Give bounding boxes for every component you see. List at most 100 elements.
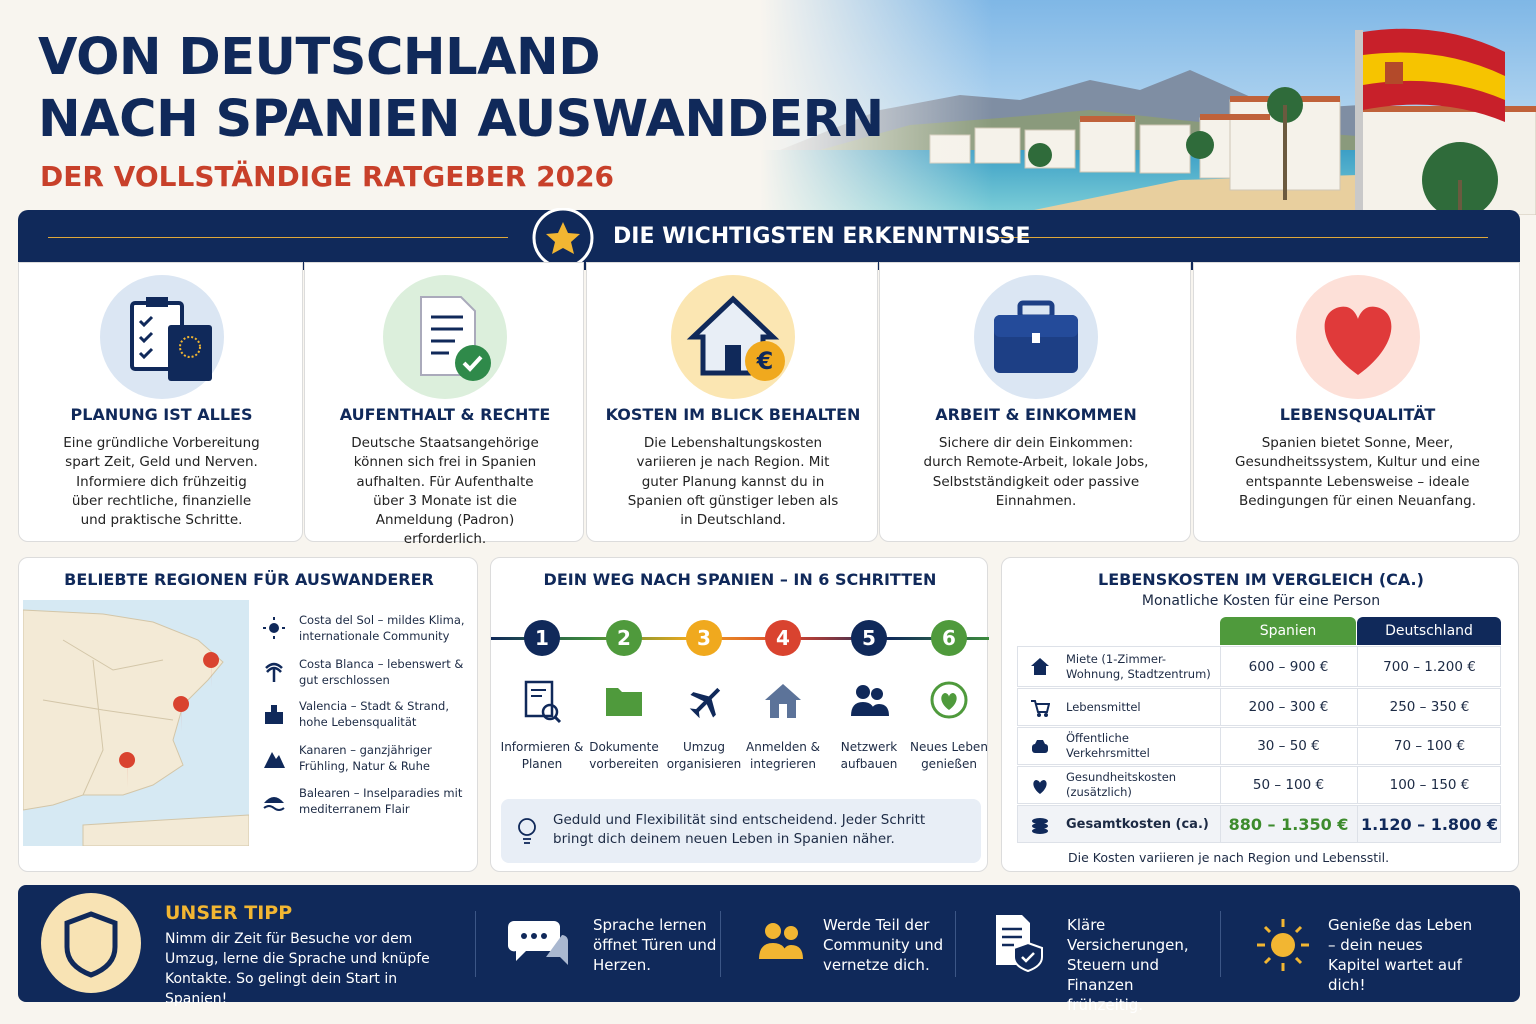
insight-card: LEBENSQUALITÄT Spanien bietet Sonne, Meer…: [1193, 262, 1520, 542]
row-icon: [1030, 776, 1050, 800]
divider: [955, 911, 956, 977]
tip-icon: [507, 915, 570, 981]
cost-row: Miete (1-Zimmer-Wohnung, Stadtzentrum) 60…: [1017, 646, 1501, 687]
icon: [689, 687, 721, 719]
region-icon: [262, 660, 286, 688]
card-text: Spanien bietet Sonne, Meer, Gesundheitss…: [1235, 435, 1480, 509]
spain-value: 50 – 100 €: [1220, 767, 1356, 803]
region-text: Kanaren – ganzjähriger Frühling, Natur &…: [299, 743, 432, 773]
title-line: VON DEUTSCHLAND: [38, 28, 601, 87]
card-text: Eine gründliche Vorbereitung spart Zeit,…: [63, 435, 260, 529]
icon: [265, 705, 283, 724]
icon: [759, 923, 803, 959]
section-title: BELIEBTE REGIONEN FÜR AUSWANDERER: [64, 570, 434, 589]
region-icon: [262, 702, 286, 730]
icon-circle: [383, 275, 507, 399]
icon: €: [686, 295, 785, 381]
step-icon: [604, 680, 648, 728]
row-label: Lebensmittel: [1066, 699, 1141, 714]
tip-icon: [988, 911, 1050, 977]
icon: [507, 921, 568, 965]
icon-circle: [974, 275, 1098, 399]
icon-circle: [99, 275, 224, 399]
costs-panel: LEBENSKOSTEN IM VERGLEICH (CA.) Monatlic…: [1001, 557, 1519, 872]
icon: [606, 688, 642, 716]
icon: [1033, 780, 1047, 794]
step-icon: [522, 680, 566, 728]
spain-value: 600 – 900 €: [1220, 647, 1356, 686]
icon: [1031, 700, 1051, 717]
euro-glyph: €: [756, 347, 774, 375]
icon: [765, 684, 801, 718]
germany-value: 70 – 100 €: [1357, 728, 1501, 764]
icon: [129, 297, 212, 381]
icon-circle: €: [671, 275, 795, 399]
step-icon: [684, 680, 728, 728]
icon: [996, 915, 1043, 973]
step-label: Informieren & Planen: [500, 740, 584, 771]
spain-value: 200 – 300 €: [1220, 689, 1356, 725]
tip-item: Kläre Versicherungen, Steuern und Finanz…: [1067, 916, 1189, 1014]
step-label: Neues Leben genießen: [910, 740, 988, 771]
germany-value: 100 – 150 €: [1357, 767, 1501, 803]
steps-panel: DEIN WEG NACH SPANIEN – IN 6 SCHRITTEN 1…: [490, 557, 989, 872]
card-title: AUFENTHALT & RECHTE: [339, 405, 551, 424]
step-label: Umzug organisieren: [666, 740, 742, 771]
subtitle: DER VOLLSTÄNDIGE RATGEBER 2026: [40, 160, 615, 193]
tip-item: Sprache lernen öffnet Türen und Herzen.: [593, 916, 717, 974]
divider: [720, 911, 721, 977]
card-text: Deutsche Staatsangehörige können sich fr…: [351, 435, 539, 548]
tip-banner: UNSER TIPP Nimm dir Zeit für Besuche vor…: [18, 885, 1520, 1014]
regions-panel: BELIEBTE REGIONEN FÜR AUSWANDERER Costa …: [18, 557, 478, 872]
cost-row: Gesamtkosten (ca.) 880 – 1.350 €1.120 – 1…: [1017, 805, 1501, 843]
column-header: Deutschland: [1357, 617, 1501, 645]
step-label: Anmelden & integrieren: [746, 740, 820, 771]
spain-value: 880 – 1.350 €: [1220, 806, 1356, 842]
icon: [1032, 818, 1048, 834]
germany-value: 700 – 1.200 €: [1357, 647, 1501, 686]
footnote: Die Kosten variieren je nach Region und …: [1068, 850, 1390, 865]
section-title: LEBENSKOSTEN IM VERGLEICH (CA.): [1098, 570, 1424, 589]
icon: [1032, 740, 1048, 753]
step-number: 6: [931, 620, 967, 656]
card-text: Die Lebenshaltungskosten variieren je na…: [627, 435, 839, 529]
insights-banner: DIE WICHTIGSTEN ERKENNTNISSE: [18, 208, 1520, 270]
tip-item: Genieße das Leben – dein neues Kapitel w…: [1328, 916, 1473, 994]
region-text: Costa Blanca – lebenswert & gut erschlos…: [299, 657, 464, 687]
card-title: KOSTEN IM BLICK BEHALTEN: [605, 405, 861, 424]
timeline: [491, 637, 989, 640]
row-icon: [1030, 815, 1050, 839]
rule: [48, 237, 508, 238]
spain-value: 30 – 50 €: [1220, 728, 1356, 764]
note-text: Geduld und Flexibilität sind entscheiden…: [553, 812, 926, 847]
row-icon: [1030, 698, 1051, 722]
insight-card: € KOSTEN IM BLICK BEHALTEN Die Lebenshaltu…: [586, 262, 878, 542]
region-icon: [262, 616, 286, 644]
cost-row: Gesundheitskosten (zusätzlich) 50 – 100 €…: [1017, 766, 1501, 804]
row-icon: [1030, 656, 1050, 680]
cost-row: Lebensmittel 200 – 300 €250 – 350 €: [1017, 688, 1501, 726]
row-label: Öffentliche Verkehrsmittel: [1066, 731, 1150, 760]
section-subtitle: Monatliche Kosten für eine Person: [1141, 593, 1381, 609]
region-text: Balearen – Inselparadies mit mediterrane…: [299, 786, 463, 816]
tip-text: Nimm dir Zeit für Besuche vor dem Umzug,…: [165, 931, 430, 1007]
bulb-icon: [518, 818, 536, 844]
step-icon: [929, 680, 973, 728]
cost-row: Öffentliche Verkehrsmittel 30 – 50 €70 – …: [1017, 727, 1501, 765]
region-icon: [262, 789, 286, 817]
step-number: 3: [686, 620, 722, 656]
icon: [420, 296, 491, 381]
rule: [998, 237, 1488, 238]
icon: [263, 797, 285, 811]
row-label: Gesamtkosten (ca.): [1066, 816, 1209, 832]
region-icon: [262, 746, 286, 774]
icon: [1031, 658, 1049, 675]
card-title: LEBENSQUALITÄT: [1279, 405, 1436, 424]
row-label: Gesundheitskosten (zusätzlich): [1066, 770, 1177, 799]
step-number: 1: [524, 620, 560, 656]
icon-circle: [1295, 275, 1420, 399]
icon: [1324, 306, 1391, 375]
region-text: Valencia – Stadt & Strand, hohe Lebensqu…: [299, 699, 449, 729]
note-box: Geduld und Flexibilität sind entscheiden…: [501, 799, 981, 863]
